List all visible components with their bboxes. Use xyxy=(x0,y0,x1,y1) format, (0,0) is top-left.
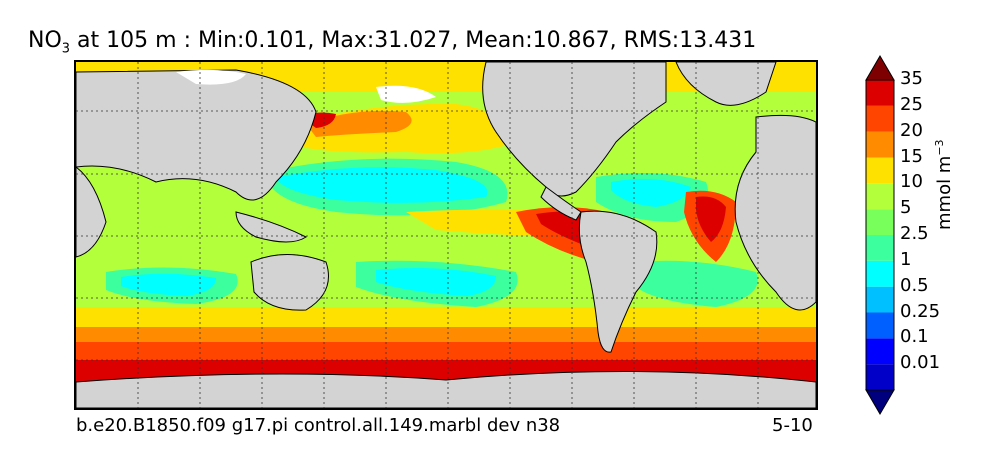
colorbar-tick-label: 35 xyxy=(900,68,923,89)
colorbar-tick-label: 2.5 xyxy=(900,223,929,244)
colorbar xyxy=(865,55,895,415)
land-central-america xyxy=(540,186,582,221)
colorbar-box xyxy=(866,183,894,210)
colorbar-box xyxy=(866,80,894,106)
units-base: mmol m xyxy=(934,155,955,230)
south-pacific-core xyxy=(376,268,496,296)
colorbar-box xyxy=(866,338,894,365)
colorbar-tick-label: 1 xyxy=(900,248,912,270)
colorbar-box xyxy=(866,105,894,132)
case-name: b.e20.B1850.f09 g17.pi control.all.149.m… xyxy=(76,415,561,436)
land-asia xyxy=(76,69,317,201)
colorbar-box xyxy=(866,260,894,287)
colorbar-extend-min xyxy=(865,389,895,415)
title-subscript: 3 xyxy=(61,41,71,57)
title-stats: at 105 m : Min:0.101, Max:31.027, Mean:1… xyxy=(70,28,757,53)
north-atlantic-core xyxy=(611,178,691,207)
years-label: 5-10 xyxy=(772,415,813,436)
land-antarctica xyxy=(76,370,816,408)
indian-core xyxy=(121,273,216,296)
colorbar-box xyxy=(866,209,894,235)
land-australia xyxy=(250,254,329,311)
colorbar-units: mmol m−3 xyxy=(933,139,955,230)
land-south-america xyxy=(578,210,658,353)
land-north-america xyxy=(482,62,667,197)
colorbar-frame xyxy=(865,79,895,391)
southern-orange xyxy=(76,327,816,342)
north-pacific-gyre-core xyxy=(276,167,488,203)
colorbar-tick-label: 0.25 xyxy=(900,300,941,322)
colorbar-box xyxy=(866,131,894,158)
southern-orange-red xyxy=(76,342,816,360)
colorbar-box xyxy=(866,235,894,261)
south-atlantic-gyre xyxy=(636,260,758,307)
land-africa-west xyxy=(76,166,107,258)
colorbar-extend-max xyxy=(865,55,895,81)
west-africa-core xyxy=(696,196,726,242)
land-greenland xyxy=(675,62,777,106)
colorbar-box xyxy=(866,157,894,184)
colorbar-tick-label: 5 xyxy=(900,197,912,219)
graticule xyxy=(76,62,816,408)
map-frame xyxy=(74,60,818,410)
land-europe-africa xyxy=(734,114,816,311)
land-maritime-se-asia xyxy=(235,211,307,243)
colorbar-tick-label: 0.5 xyxy=(900,274,929,296)
colorbar-tick-label: 25 xyxy=(900,93,923,115)
colorbar-tick-label: 10 xyxy=(900,171,923,193)
colorbar-tick-label: 20 xyxy=(900,119,923,141)
colorbar-tick-label: 15 xyxy=(900,145,923,167)
colorbar-tick-label: 0.1 xyxy=(900,326,929,348)
title-variable: NO xyxy=(28,28,62,53)
colorbar-box xyxy=(866,364,894,390)
sea-ice-arctic xyxy=(176,69,246,85)
map-title: NO3 at 105 m : Min:0.101, Max:31.027, Me… xyxy=(28,28,756,56)
southern-yellow xyxy=(76,307,816,327)
colorbar-box xyxy=(866,312,894,339)
ocean-map xyxy=(76,62,816,408)
colorbar-box xyxy=(866,286,894,313)
sea-ice-canada xyxy=(376,85,436,103)
units-exponent: −3 xyxy=(933,139,946,156)
colorbar-tick-label: 0.01 xyxy=(900,352,941,374)
